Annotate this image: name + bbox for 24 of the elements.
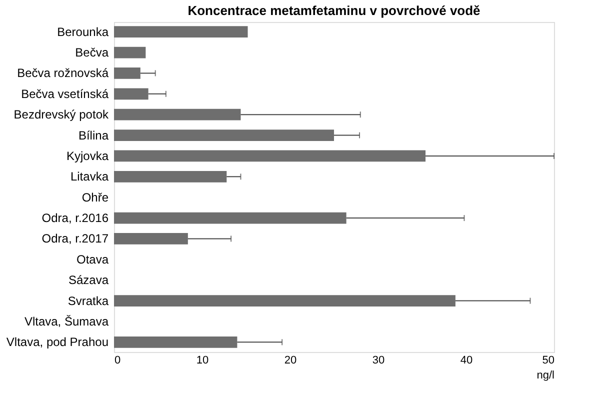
y-tick-label: Ohře (82, 190, 109, 204)
y-tick-label: Odra, r.2017 (42, 232, 109, 246)
y-tick-label: Litavka (70, 170, 109, 184)
y-tick-label: Svratka (68, 294, 109, 308)
y-tick-label: Bečva (75, 46, 109, 60)
x-axis-title: ng/l (536, 370, 554, 382)
x-tick-label: 0 (114, 354, 121, 366)
y-tick-label: Sázava (68, 273, 109, 288)
y-tick-label: Berounka (57, 24, 109, 39)
y-tick-label: Vltava, Šumava (24, 314, 109, 328)
x-tick-label: 50 (542, 354, 554, 366)
y-tick-label: Bečva vsetínská (21, 86, 109, 101)
x-tick-label: 40 (460, 354, 473, 366)
y-tick-label: Kyjovka (66, 148, 109, 163)
x-tick-label: 10 (196, 354, 209, 366)
x-tick-label: 20 (284, 354, 297, 366)
y-tick-label: Bílina (78, 128, 109, 142)
x-tick-label: 30 (372, 354, 385, 366)
y-tick-label: Bezdrevský potok (14, 108, 110, 122)
y-tick-label: Bečva rožnovská (17, 66, 109, 80)
y-tick-label: Vltava, pod Prahou (6, 335, 108, 350)
y-tick-label: Otava (76, 252, 109, 266)
y-tick-label: Odra, r.2016 (42, 211, 109, 226)
chart-title: Koncentrace metamfetaminu v povrchové vodě (188, 3, 480, 18)
